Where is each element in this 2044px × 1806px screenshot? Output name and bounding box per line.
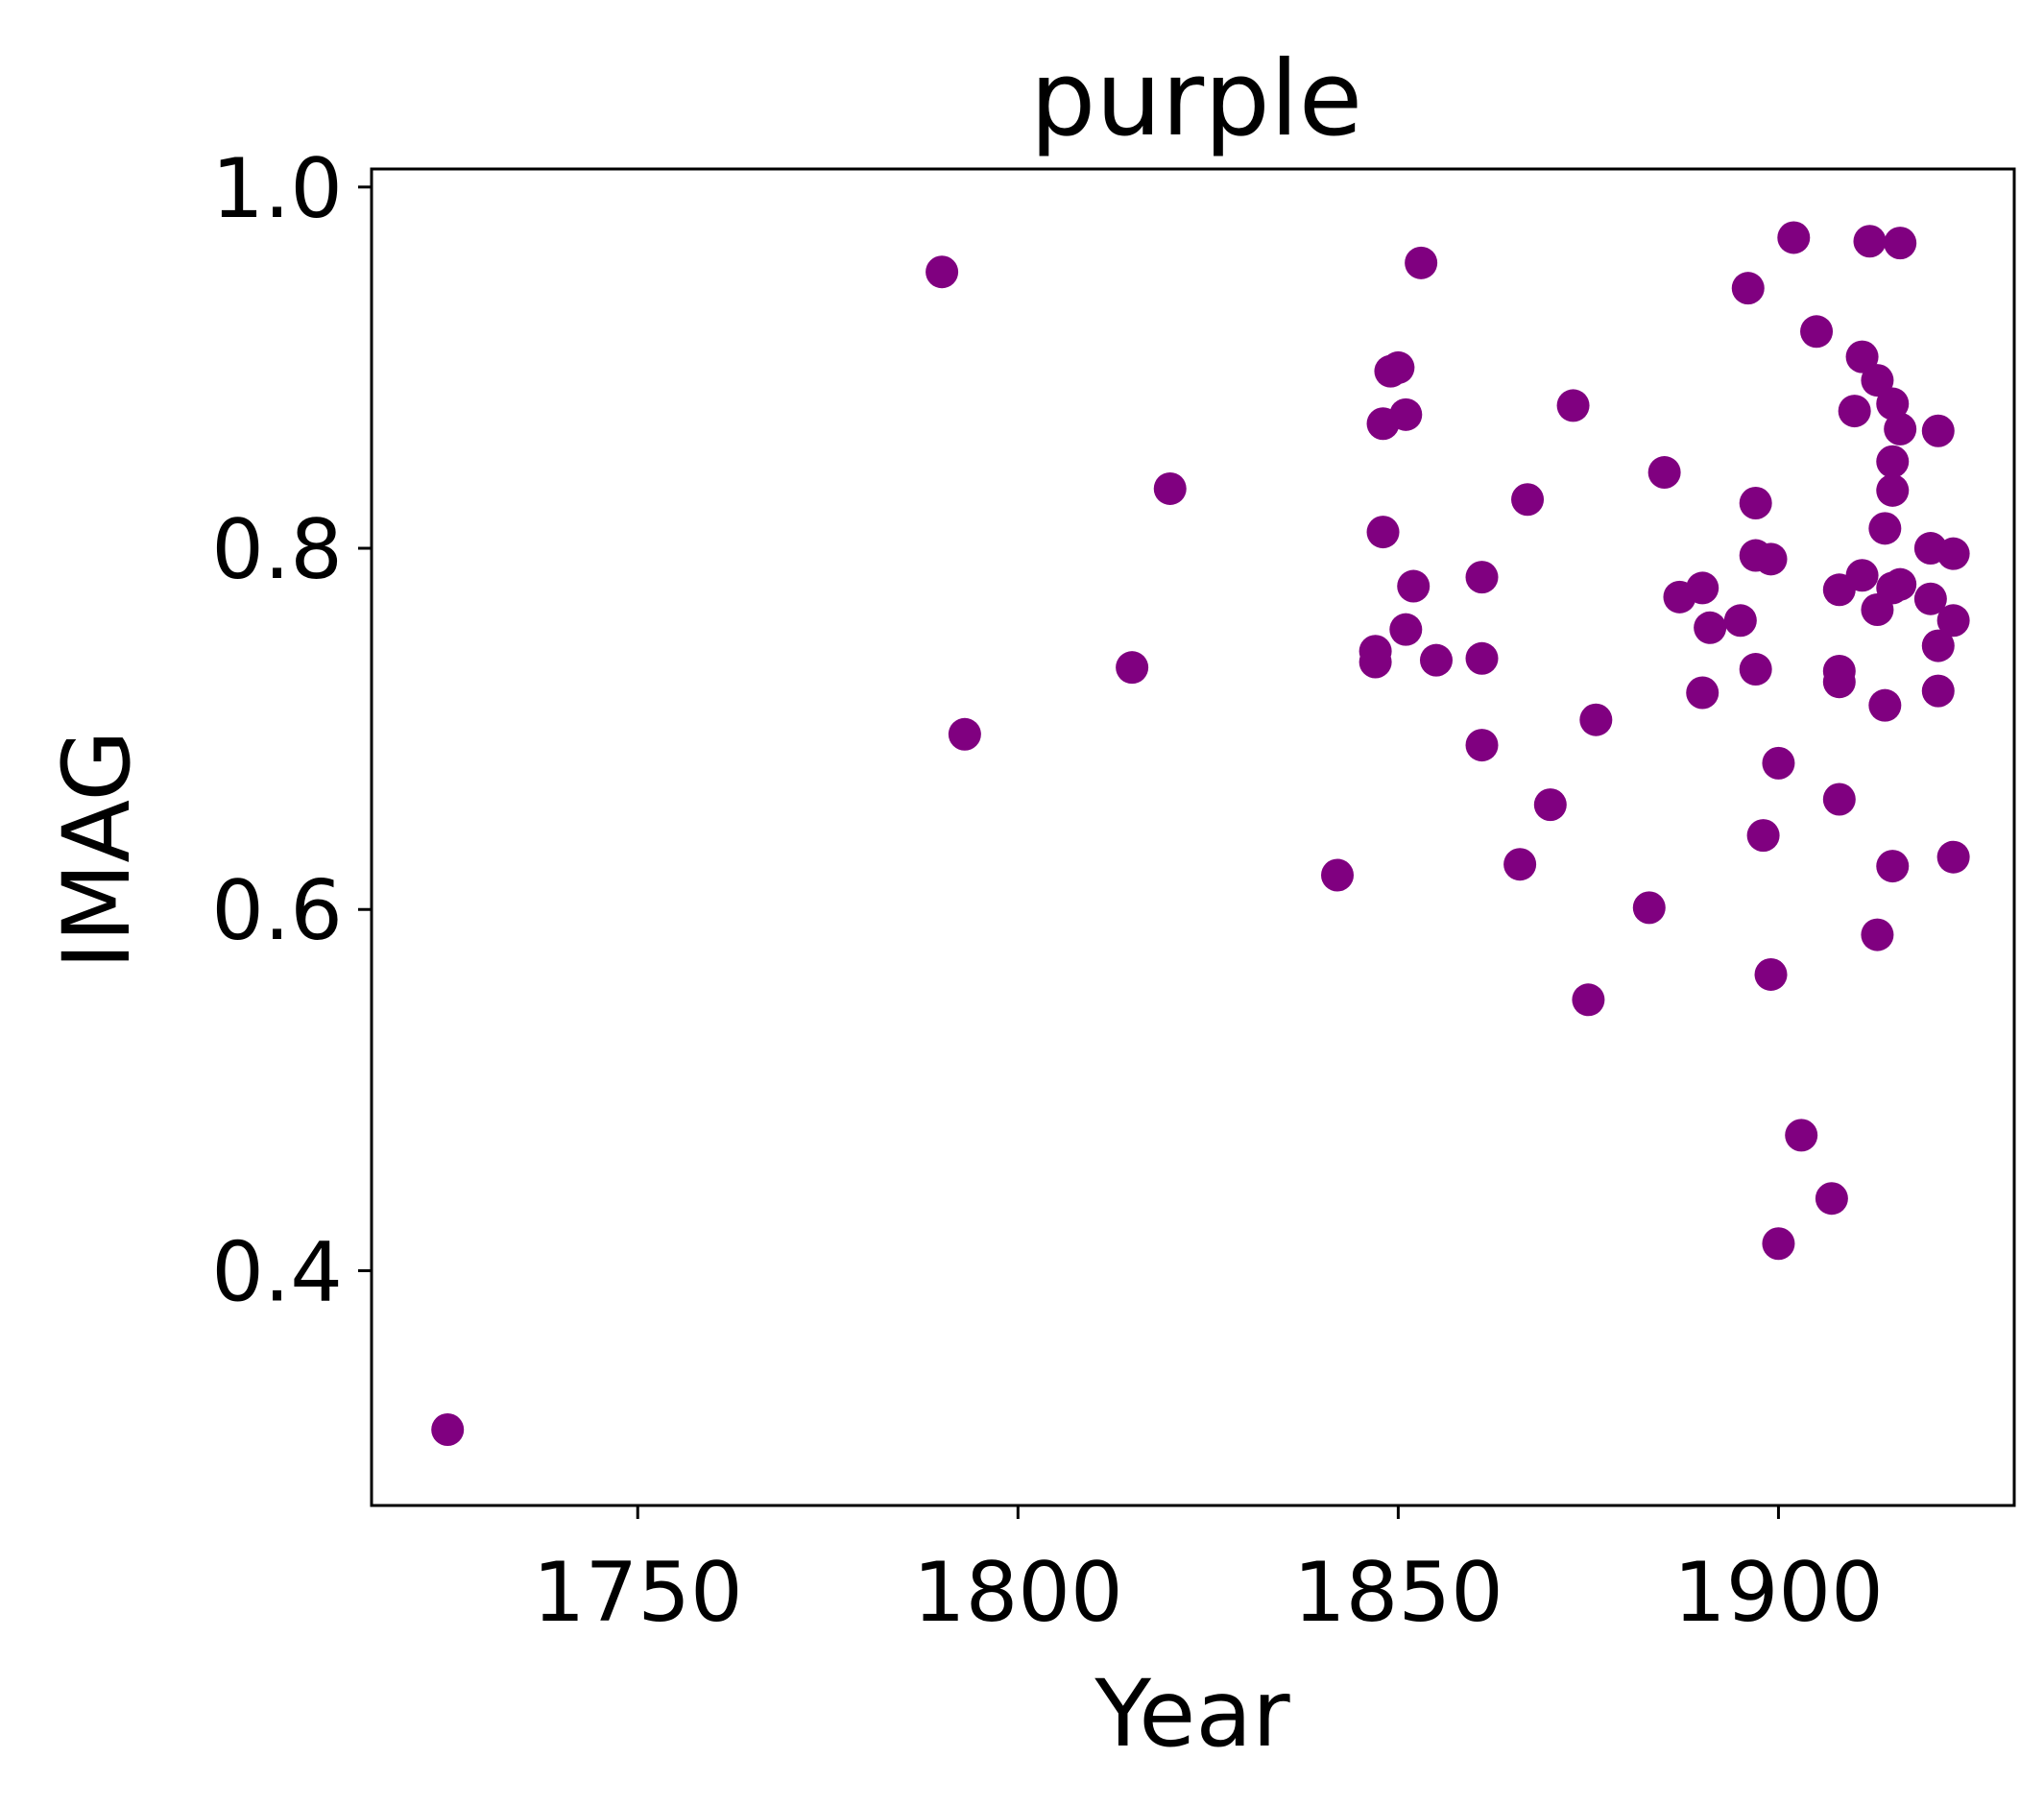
data-point	[926, 255, 959, 289]
data-point	[1739, 487, 1772, 519]
x-tick-label: 1900	[1673, 1545, 1884, 1641]
data-point	[1822, 783, 1856, 816]
y-axis-label: IMAG	[43, 730, 151, 970]
data-point	[1762, 1227, 1795, 1261]
y-tick-label: 0.6	[211, 863, 343, 959]
x-axis-label: Year	[1094, 1660, 1290, 1768]
data-point	[1815, 1182, 1848, 1216]
data-point	[1785, 1119, 1818, 1152]
data-point	[1731, 272, 1765, 305]
data-point	[1632, 891, 1666, 925]
data-point	[431, 1412, 465, 1446]
data-point	[1465, 641, 1499, 675]
data-point	[1861, 918, 1894, 951]
data-point	[1359, 645, 1392, 679]
data-point	[1884, 227, 1917, 260]
data-point	[1465, 561, 1499, 594]
chart-title: purple	[1030, 39, 1362, 159]
data-point	[1921, 674, 1955, 708]
data-point	[1845, 340, 1879, 373]
data-point	[1868, 512, 1902, 545]
data-point	[1777, 221, 1811, 254]
data-point	[1853, 225, 1887, 258]
data-point	[1503, 848, 1537, 881]
data-point	[1861, 364, 1894, 397]
data-point	[1419, 643, 1453, 677]
data-point	[1936, 840, 1970, 874]
data-point	[1739, 653, 1772, 686]
plot-area-frame	[370, 167, 2016, 1507]
data-point	[1921, 629, 1955, 662]
data-point	[1746, 819, 1780, 853]
data-point	[1397, 569, 1431, 603]
x-axis: 1750 1800 1850 1900	[533, 1505, 1884, 1641]
data-point	[1465, 729, 1499, 762]
data-point	[1876, 387, 1910, 421]
data-point	[1921, 414, 1955, 447]
y-axis: 0.4 0.6 0.8 1.0	[211, 141, 372, 1320]
data-point	[1511, 483, 1545, 517]
data-point	[1686, 571, 1719, 605]
data-point	[1723, 604, 1757, 638]
data-point	[1913, 582, 1947, 615]
data-point	[1116, 651, 1149, 685]
points-layer	[431, 221, 1970, 1446]
data-point	[1822, 665, 1856, 699]
data-point	[1936, 604, 1970, 638]
data-point	[1876, 473, 1910, 507]
data-point	[1321, 858, 1355, 892]
x-tick-label: 1750	[533, 1545, 743, 1641]
y-tick-label: 0.4	[211, 1224, 343, 1320]
data-point	[1936, 537, 1970, 570]
x-tick-label: 1800	[913, 1545, 1123, 1641]
data-point	[1754, 957, 1788, 991]
data-point	[1754, 542, 1788, 576]
data-point	[1389, 613, 1423, 646]
data-point	[1845, 559, 1879, 592]
y-tick-label: 0.8	[211, 502, 343, 598]
data-point	[1686, 676, 1719, 710]
data-point	[1884, 412, 1917, 445]
data-point	[1868, 688, 1902, 722]
data-point	[1556, 389, 1590, 422]
data-point	[1800, 315, 1834, 349]
y-tick-label: 1.0	[211, 141, 343, 237]
data-point	[1579, 703, 1613, 736]
data-point	[1876, 850, 1910, 883]
data-point	[1389, 397, 1423, 431]
data-point	[1533, 788, 1567, 822]
data-point	[1382, 350, 1415, 384]
data-point	[1647, 456, 1681, 490]
data-point	[1838, 395, 1871, 428]
data-point	[1884, 567, 1917, 601]
data-point	[948, 717, 981, 751]
data-point	[1572, 983, 1605, 1017]
x-tick-label: 1850	[1293, 1545, 1503, 1641]
data-point	[1366, 516, 1400, 549]
data-point	[1694, 611, 1727, 644]
data-point	[1876, 445, 1910, 478]
data-point	[1153, 471, 1187, 505]
data-point	[1762, 746, 1795, 780]
data-point	[1405, 246, 1438, 279]
